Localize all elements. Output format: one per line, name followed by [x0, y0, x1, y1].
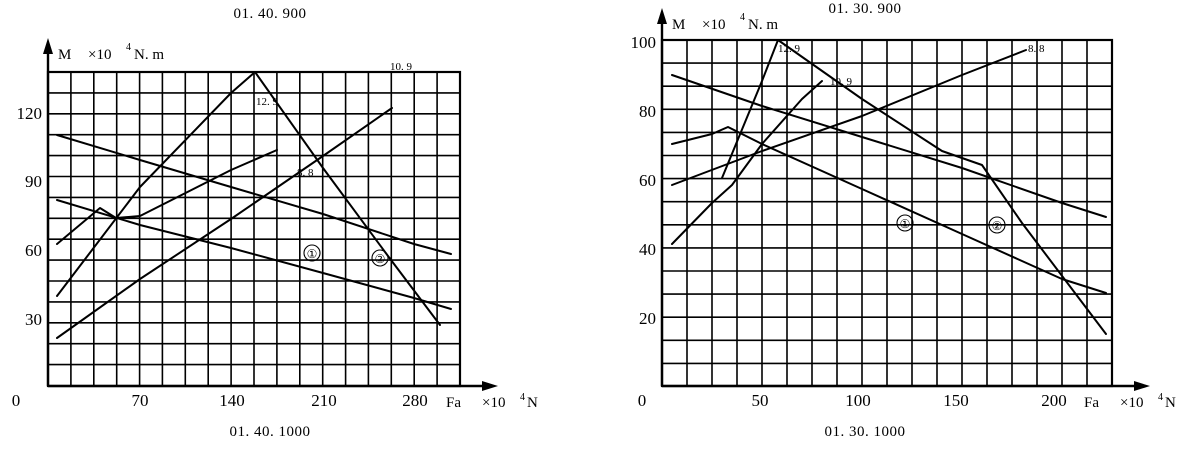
x-tick-100-right: 100 — [845, 391, 871, 410]
curve-declining-mid-right — [671, 126, 1107, 294]
chart-right-title-top: 01. 30. 900 — [829, 1, 902, 17]
curve-label-10-9-right: 10. 9 — [830, 76, 853, 88]
y-tick-120-left: 120 — [17, 104, 43, 123]
x-tick-140-left: 140 — [219, 391, 245, 410]
chart-left-x-axis-caption: Fa ×10 4 N — [446, 392, 538, 411]
curve-label-12-9-right: 12. 9 — [778, 43, 801, 55]
y-tick-90-left: 90 — [25, 172, 42, 191]
y-symbol-left: M — [58, 47, 71, 63]
x-tick-280-left: 280 — [402, 391, 428, 410]
marker-2-circle-right — [988, 216, 1006, 234]
chart-panel-left: 01. 40. 900 M ×10 4 N. m — [0, 0, 600, 462]
x-tick-0-left: 0 — [12, 391, 21, 410]
x-symbol-left: Fa — [446, 395, 461, 411]
chart-left-svg: 01. 40. 900 M ×10 4 N. m — [12, 6, 538, 440]
curve-12-9-left — [56, 71, 256, 297]
chart-right-x-axis — [662, 381, 1150, 391]
x-unit-right: N — [1165, 395, 1176, 411]
y-tick-80-right: 80 — [639, 102, 656, 121]
chart-right-x-ticks: 0 50 100 150 200 — [638, 391, 1067, 410]
y-tick-40-right: 40 — [639, 240, 656, 259]
curve-8-8-right — [671, 49, 1027, 186]
y-exp-right: 4 — [740, 12, 745, 23]
marker-2-label-left: ② — [375, 252, 386, 266]
chart-left-grid — [47, 71, 461, 387]
chart-left-y-axis-caption: M ×10 4 N. m — [58, 42, 164, 63]
curve-10-9-left — [56, 107, 393, 339]
x-mult-left: ×10 — [482, 395, 505, 411]
x-exp-left: 4 — [520, 392, 525, 403]
x-mult-right: ×10 — [1120, 395, 1143, 411]
chart-right-markers: ① ② — [896, 214, 1006, 234]
chart-left-y-ticks: 120 90 60 30 — [17, 104, 43, 329]
y-mult-right: ×10 — [702, 17, 725, 33]
curve-label-12-9-left: 12. 9 — [256, 96, 279, 108]
chart-left-markers: ① ② — [303, 244, 389, 267]
chart-right-x-axis-caption: Fa ×10 4 N — [1084, 392, 1176, 411]
y-symbol-right: M — [672, 17, 685, 33]
marker-1-circle-right — [896, 214, 914, 232]
chart-panel-right: 01. 30. 900 M ×10 4 N. m — [600, 0, 1202, 462]
y-tick-20-right: 20 — [639, 309, 656, 328]
curve-steep-decline-left — [254, 71, 441, 326]
y-unit-right: N. m — [748, 17, 778, 33]
marker-2-circle-left — [371, 249, 389, 267]
chart-left-curve-labels: 12. 9 10. 9 8. 8 — [256, 61, 413, 179]
curve-steep-decline-right — [777, 39, 1107, 335]
y-unit-left: N. m — [134, 47, 164, 63]
y-mult-left: ×10 — [88, 47, 111, 63]
x-tick-200-right: 200 — [1041, 391, 1067, 410]
y-tick-60-right: 60 — [639, 171, 656, 190]
x-tick-50-right: 50 — [752, 391, 769, 410]
curve-declining-upper-left — [56, 134, 452, 255]
marker-1-label-right: ① — [900, 217, 911, 231]
y-exp-left: 4 — [126, 42, 131, 53]
marker-1-label-left: ① — [307, 247, 318, 261]
curve-label-8-8-right: 8. 8 — [1028, 43, 1045, 55]
x-tick-210-left: 210 — [311, 391, 337, 410]
curve-8-8-left — [56, 149, 278, 245]
marker-2-label-right: ② — [992, 219, 1003, 233]
chart-left-x-axis — [48, 381, 498, 391]
curve-label-8-8-left: 8. 8 — [297, 167, 314, 179]
curve-10-9-right — [671, 80, 823, 245]
y-tick-60-left: 60 — [25, 241, 42, 260]
curve-declining-upper-right — [671, 74, 1107, 218]
chart-right-svg: 01. 30. 900 M ×10 4 N. m — [631, 1, 1177, 440]
chart-right-title-bottom: 01. 30. 1000 — [825, 424, 906, 440]
chart-left-title-bottom: 01. 40. 1000 — [230, 424, 311, 440]
curve-12-9-right — [721, 39, 779, 179]
chart-left-title-top: 01. 40. 900 — [234, 6, 307, 22]
chart-left-x-ticks: 0 70 140 210 280 — [12, 391, 428, 410]
chart-right-curves — [671, 39, 1107, 335]
x-tick-0-right: 0 — [638, 391, 647, 410]
chart-left-curves — [56, 71, 452, 339]
chart-right-curve-labels: 12. 9 10. 9 8. 8 — [778, 43, 1045, 88]
x-symbol-right: Fa — [1084, 395, 1099, 411]
x-tick-150-right: 150 — [943, 391, 969, 410]
y-tick-100-right: 100 — [631, 33, 657, 52]
y-tick-30-left: 30 — [25, 310, 42, 329]
chart-right-y-ticks: 100 80 60 40 20 — [631, 33, 657, 328]
chart-right-y-axis-caption: M ×10 4 N. m — [672, 12, 778, 33]
chart-right-grid — [661, 39, 1113, 387]
x-unit-left: N — [527, 395, 538, 411]
x-tick-70-left: 70 — [132, 391, 149, 410]
curve-label-10-9-left: 10. 9 — [390, 61, 413, 73]
marker-1-circle-left — [303, 244, 321, 262]
x-exp-right: 4 — [1158, 392, 1163, 403]
